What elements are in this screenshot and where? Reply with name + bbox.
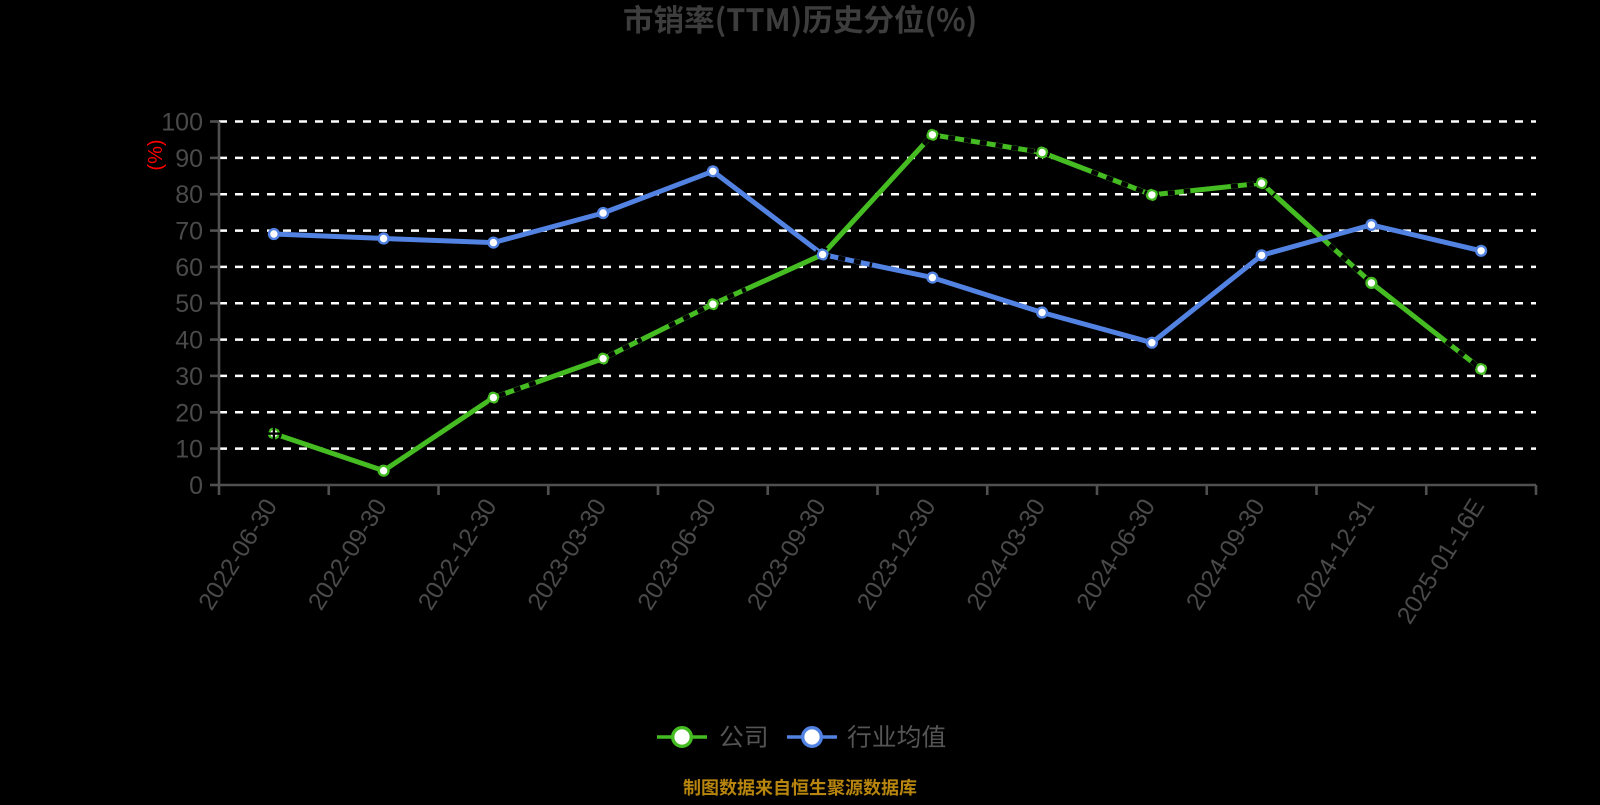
svg-text:50: 50	[175, 290, 203, 318]
svg-text:40: 40	[175, 327, 203, 355]
svg-text:70: 70	[175, 218, 203, 246]
svg-text:100: 100	[161, 109, 203, 137]
svg-text:10: 10	[175, 436, 203, 464]
svg-text:20: 20	[175, 399, 203, 427]
svg-text:0: 0	[189, 472, 203, 500]
svg-text:80: 80	[175, 181, 203, 209]
svg-text:60: 60	[175, 254, 203, 282]
svg-text:(%): (%)	[145, 139, 167, 170]
svg-text:90: 90	[175, 145, 203, 173]
svg-text:30: 30	[175, 363, 203, 391]
